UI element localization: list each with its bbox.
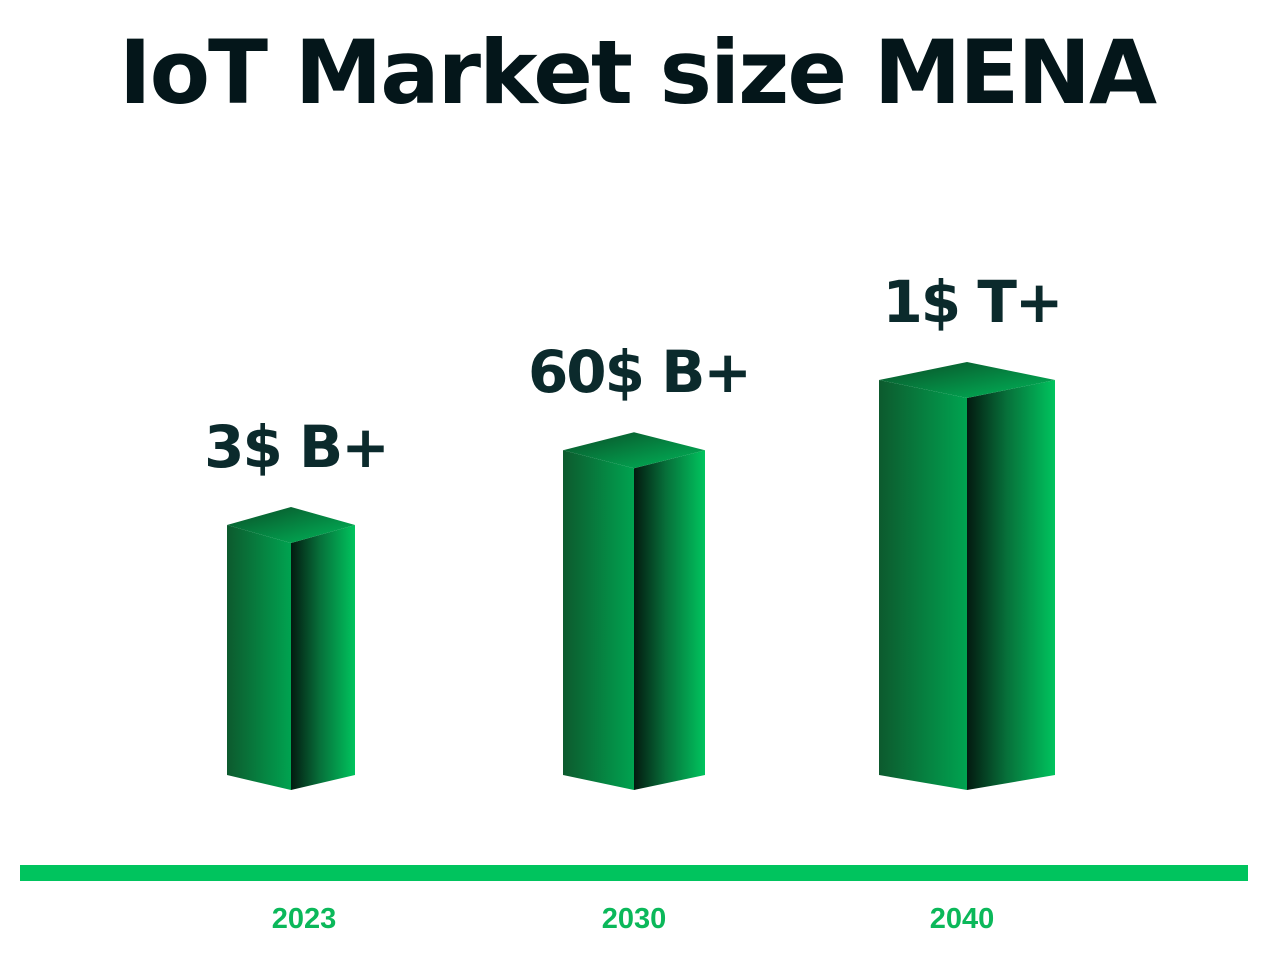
bar-face-left bbox=[227, 525, 291, 790]
bar-face-top bbox=[879, 362, 1055, 398]
x-axis-line bbox=[20, 865, 1248, 881]
bars-group bbox=[227, 362, 1055, 790]
value-labels-group: 3$ B+ 60$ B+ 1$ T+ bbox=[204, 268, 1063, 481]
value-label-2023: 3$ B+ bbox=[204, 413, 388, 481]
x-tick-label-2030: 2030 bbox=[602, 903, 667, 935]
bar-face-left bbox=[879, 380, 967, 790]
bar-face-right bbox=[967, 380, 1055, 790]
x-tick-label-2023: 2023 bbox=[272, 903, 337, 935]
x-tick-label-2040: 2040 bbox=[930, 903, 995, 935]
bar-face-top bbox=[563, 432, 705, 469]
x-tick-labels-group: 2023 2030 2040 bbox=[272, 903, 995, 935]
bar-2030 bbox=[563, 432, 705, 790]
bar-face-left bbox=[563, 450, 634, 790]
bar-2023 bbox=[227, 507, 355, 790]
value-label-2030: 60$ B+ bbox=[528, 338, 750, 406]
bar-face-right bbox=[291, 525, 355, 790]
bar-face-top bbox=[227, 507, 355, 543]
bar-face-right bbox=[634, 450, 705, 790]
value-label-2040: 1$ T+ bbox=[882, 268, 1061, 336]
bar-2040 bbox=[879, 362, 1055, 790]
chart-title: IoT Market size MENA bbox=[118, 21, 1157, 124]
